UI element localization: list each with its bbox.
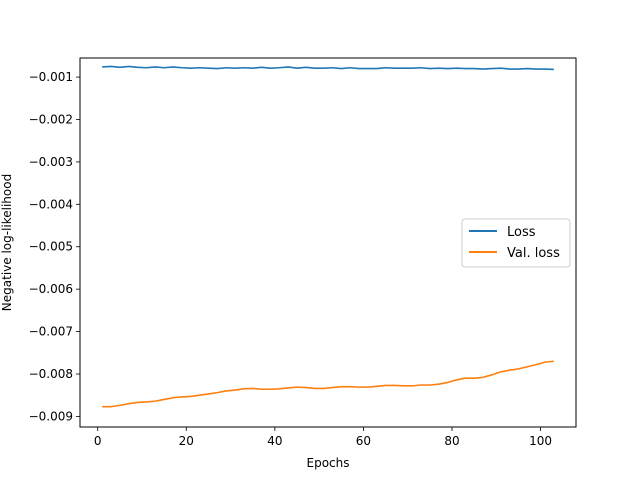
y-tick-label: −0.008: [29, 367, 73, 381]
y-tick-label: −0.009: [29, 409, 73, 423]
legend: Loss Val. loss: [461, 218, 571, 268]
series-line-val-loss: [102, 360, 554, 408]
y-tick-label: −0.005: [29, 240, 73, 254]
y-tick-label: −0.006: [29, 282, 73, 296]
plot-frame: [79, 57, 577, 428]
x-tick-label: 100: [529, 434, 552, 448]
y-tick-label: −0.001: [29, 70, 73, 84]
legend-label-loss: Loss: [507, 225, 536, 240]
y-tick-label: −0.004: [29, 197, 73, 211]
series-layer: [102, 65, 554, 408]
ticks-layer: 0 20 40 60 80 100 −0.009 −0.008 −0.007 −0.006 −0.0…: [29, 70, 552, 448]
x-tick-label: 0: [94, 434, 102, 448]
y-tick-label: −0.002: [29, 113, 73, 127]
x-tick-label: 20: [179, 434, 194, 448]
legend-label-val-loss: Val. loss: [507, 246, 560, 261]
x-tick-label: 60: [356, 434, 371, 448]
y-tick-label: −0.007: [29, 325, 73, 339]
x-tick-label: 40: [267, 434, 282, 448]
y-axis-label: Negative log-likelihood: [0, 174, 14, 311]
y-tick-label: −0.003: [29, 155, 73, 169]
x-tick-label: 80: [444, 434, 459, 448]
x-axis-label: Epochs: [307, 456, 350, 470]
series-line-loss: [102, 65, 554, 71]
